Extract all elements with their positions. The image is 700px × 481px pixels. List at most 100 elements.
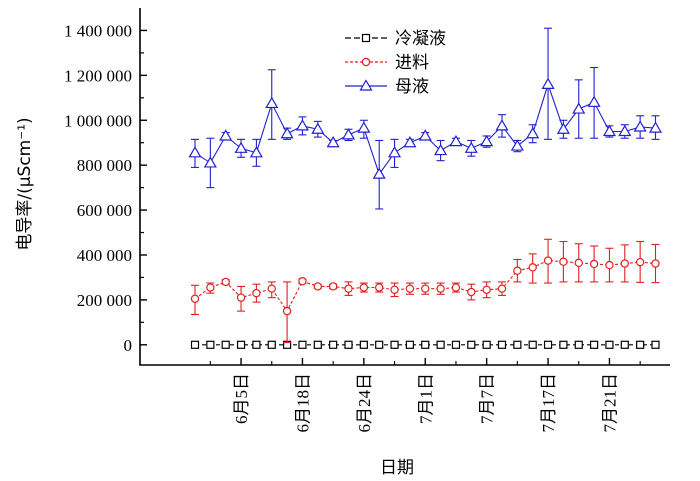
data-point xyxy=(311,122,325,134)
data-point xyxy=(602,124,616,137)
data-point xyxy=(280,127,294,139)
series-square xyxy=(190,340,660,349)
data-point xyxy=(633,120,647,132)
data-point xyxy=(421,284,430,293)
data-point xyxy=(236,340,246,349)
x-tick-label: 6月5日 xyxy=(232,373,251,424)
legend-label: 母液 xyxy=(395,77,429,97)
data-point xyxy=(436,340,445,349)
data-point xyxy=(328,282,338,291)
data-point xyxy=(267,340,276,349)
data-point xyxy=(295,119,309,131)
data-point xyxy=(375,283,384,292)
data-point xyxy=(651,259,660,268)
data-point xyxy=(528,340,537,349)
data-point xyxy=(344,340,353,349)
y-axis-title: 电导率/(μScm⁻¹) xyxy=(15,117,35,250)
data-point xyxy=(372,167,386,179)
data-point xyxy=(436,284,445,293)
data-point xyxy=(298,340,307,349)
data-point xyxy=(405,284,415,293)
data-point xyxy=(359,340,368,349)
data-point xyxy=(620,340,629,349)
series-line xyxy=(194,82,656,176)
data-point xyxy=(221,340,230,349)
legend-label: 冷凝液 xyxy=(395,29,446,49)
data-point xyxy=(513,266,522,275)
data-point xyxy=(541,77,555,89)
data-point xyxy=(403,136,417,148)
y-tick-label: 0 xyxy=(124,336,133,355)
data-point xyxy=(219,129,233,141)
data-point xyxy=(375,340,384,349)
data-point xyxy=(252,288,261,298)
data-point xyxy=(495,119,509,131)
data-point xyxy=(480,134,494,147)
data-point xyxy=(497,340,507,349)
data-point xyxy=(267,284,276,293)
chart-axes xyxy=(139,8,670,366)
data-point xyxy=(388,146,402,158)
data-point xyxy=(451,283,461,292)
data-point xyxy=(434,143,448,156)
legend-marker xyxy=(361,57,371,67)
data-point xyxy=(636,340,645,349)
data-point xyxy=(357,121,371,133)
data-point xyxy=(265,96,279,109)
data-point xyxy=(574,258,583,268)
data-point xyxy=(543,256,553,265)
x-tick-label: 7月7日 xyxy=(478,373,497,424)
data-point xyxy=(313,282,322,291)
data-point xyxy=(418,129,432,141)
data-point xyxy=(329,340,338,349)
data-point xyxy=(421,340,430,349)
x-axis-title: 日期 xyxy=(380,458,414,478)
data-point xyxy=(467,340,476,349)
plot-area xyxy=(188,27,663,349)
legend-marker xyxy=(359,79,373,91)
y-tick-label: 200 000 xyxy=(77,291,132,310)
data-point xyxy=(249,146,263,158)
legend-marker xyxy=(361,33,371,43)
data-point xyxy=(203,156,217,168)
data-point xyxy=(206,283,215,292)
data-point xyxy=(482,285,491,294)
y-tick-label: 800 000 xyxy=(77,156,132,175)
x-tick-label: 7月17日 xyxy=(539,373,558,433)
data-point xyxy=(190,294,200,303)
x-tick-label: 6月24日 xyxy=(355,373,374,433)
data-point xyxy=(572,102,586,114)
data-point xyxy=(206,340,215,349)
data-point xyxy=(313,340,322,349)
data-point xyxy=(359,283,369,292)
data-point xyxy=(620,259,630,268)
data-point xyxy=(559,257,568,266)
legend-label: 进料 xyxy=(395,53,429,73)
data-point xyxy=(326,136,340,148)
data-point xyxy=(635,257,645,267)
data-point xyxy=(543,340,553,349)
y-tick-label: 400 000 xyxy=(77,246,132,265)
x-tick-label: 6月18日 xyxy=(293,373,312,433)
x-axis-ticks: 6月5日 6月18日 6月24日 7月1日 7月7日 7月17日 7月21日 xyxy=(209,358,641,433)
data-point xyxy=(344,284,353,293)
data-point xyxy=(651,340,660,349)
series-triangle xyxy=(188,27,663,210)
data-point xyxy=(605,260,614,270)
data-point xyxy=(587,95,601,107)
data-point xyxy=(464,141,478,153)
data-point xyxy=(236,293,246,302)
data-point xyxy=(451,340,461,349)
y-axis-ticks: 0 200 000 400 000 600 000 800 000 1 000 000 1 … xyxy=(64,21,147,355)
data-point xyxy=(390,340,399,349)
data-point xyxy=(528,263,537,272)
data-point xyxy=(513,340,522,349)
data-point xyxy=(221,277,230,287)
data-point xyxy=(618,124,632,137)
data-point xyxy=(589,340,599,349)
axis-lines xyxy=(139,8,670,366)
data-point xyxy=(405,340,414,349)
data-point xyxy=(467,287,476,297)
